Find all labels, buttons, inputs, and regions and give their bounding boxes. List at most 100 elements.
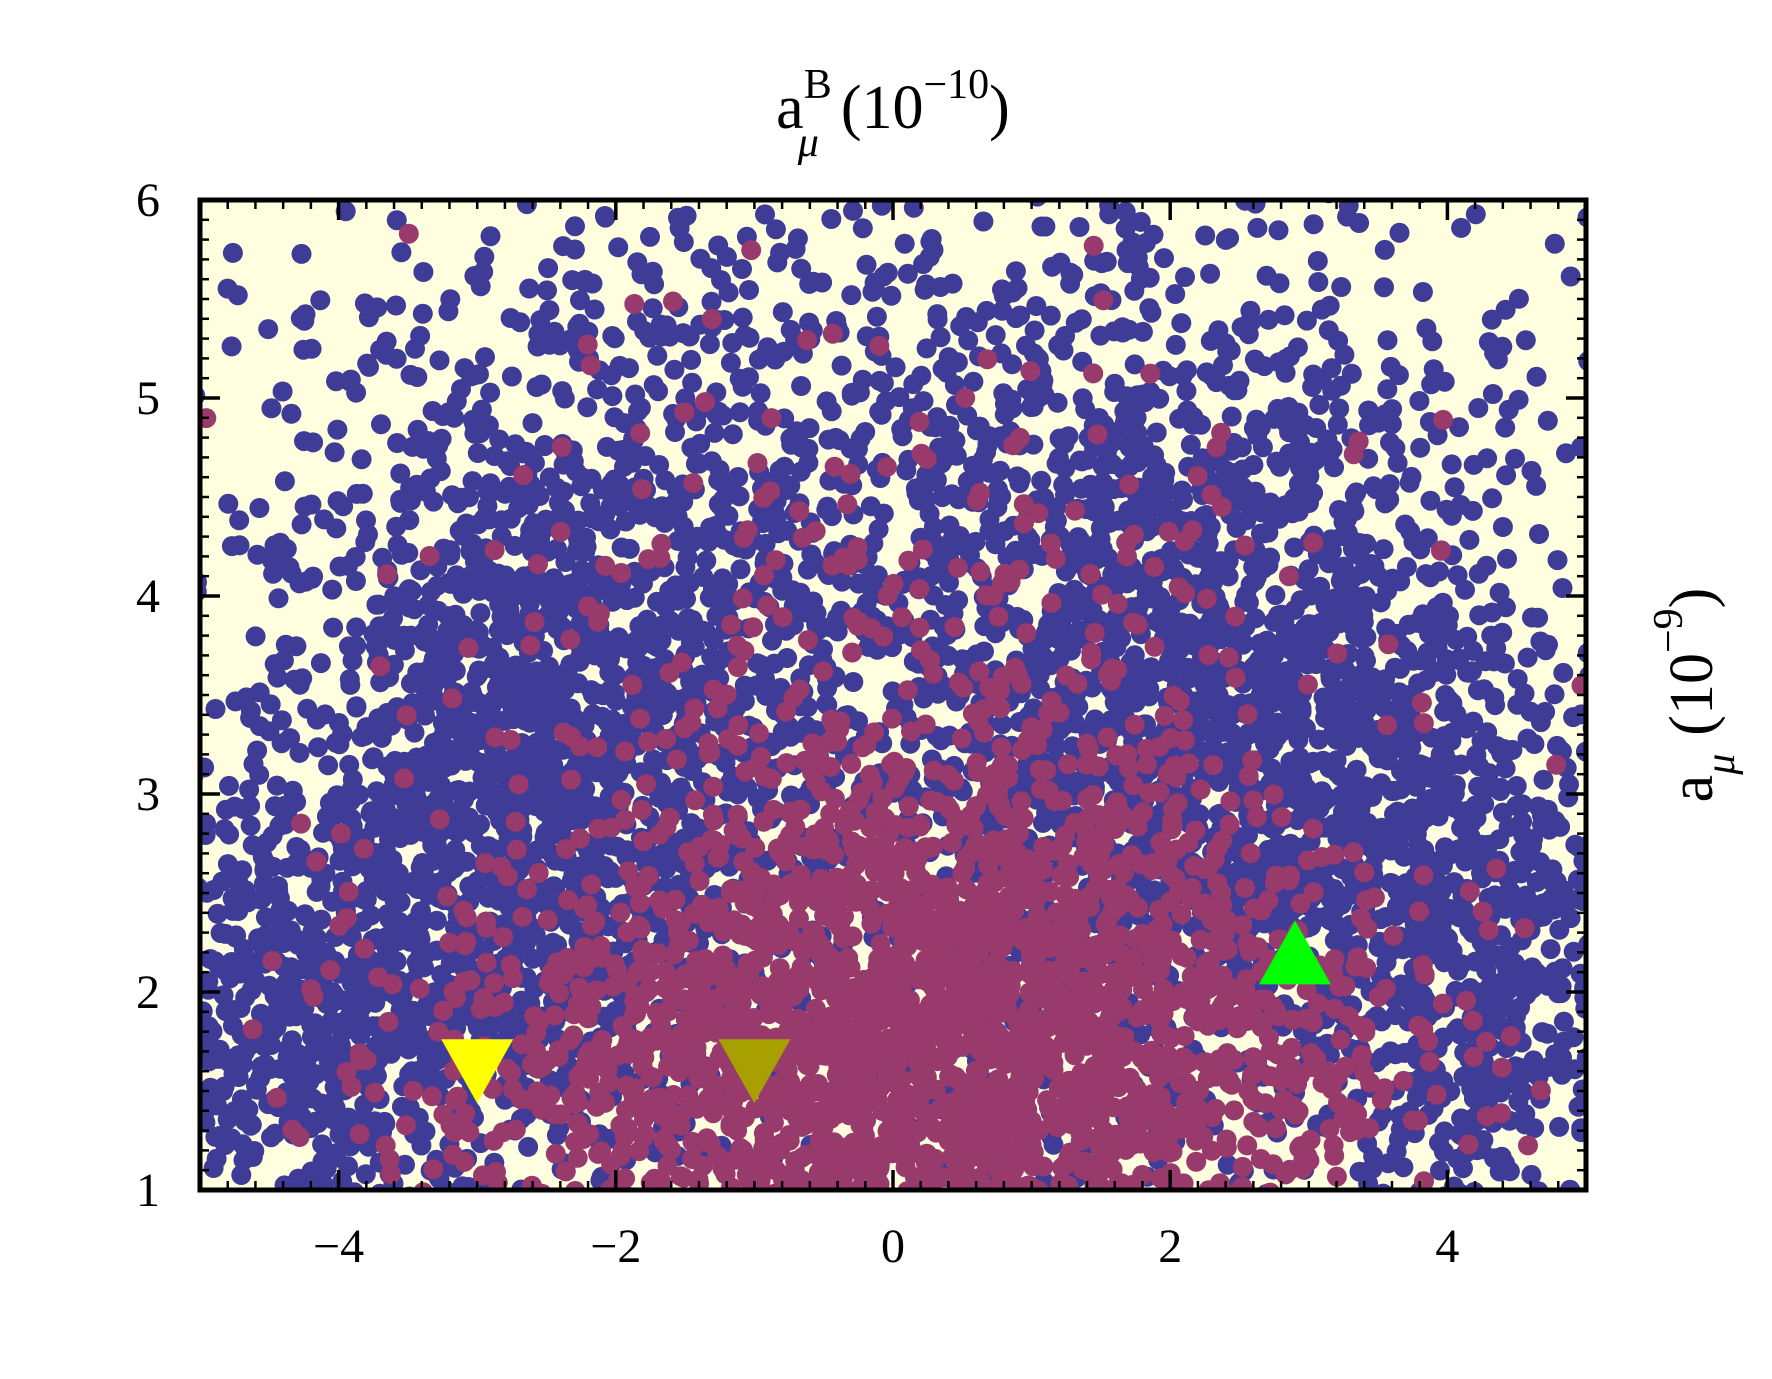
scatter-point <box>1550 816 1571 837</box>
scatter-point <box>468 664 489 685</box>
scatter-point <box>428 200 435 201</box>
scatter-point <box>294 496 315 517</box>
scatter-point <box>1495 758 1516 779</box>
scatter-point <box>732 173 752 193</box>
scatter-point <box>445 660 466 681</box>
scatter-point <box>867 565 888 586</box>
scatter-point <box>371 414 391 435</box>
scatter-point <box>217 278 238 299</box>
scatter-point <box>580 493 601 514</box>
scatter-point <box>1046 736 1067 757</box>
scatter-point <box>221 1128 242 1149</box>
scatter-point <box>1432 854 1452 875</box>
scatter-point <box>569 651 590 672</box>
scatter-point <box>282 1030 302 1051</box>
scatter-point <box>1010 305 1031 326</box>
scatter-point <box>386 210 407 231</box>
scatter-point <box>356 510 376 531</box>
scatter-point <box>1429 772 1449 793</box>
scatter-point <box>1549 919 1570 940</box>
scatter-point <box>1468 776 1489 797</box>
scatter-point <box>1500 881 1521 902</box>
scatter-point <box>346 617 367 638</box>
scatter-point <box>816 499 837 520</box>
scatter-point <box>813 639 833 660</box>
scatter-point <box>1526 366 1547 387</box>
scatter-point <box>1441 505 1462 526</box>
scatter-point <box>1489 582 1510 603</box>
scatter-point <box>386 516 407 537</box>
scatter-point <box>215 799 236 820</box>
scatter-point <box>346 992 367 1013</box>
scatter-point <box>903 200 924 218</box>
scatter-point <box>1471 730 1492 751</box>
scatter-point <box>1245 571 1266 591</box>
scatter-point <box>1465 204 1486 225</box>
scatter-point <box>681 349 702 370</box>
scatter-point <box>1031 470 1052 491</box>
scatter-point <box>222 1015 243 1036</box>
scatter-point <box>599 662 620 683</box>
scatter-point <box>229 535 250 556</box>
scatter-point <box>902 172 922 192</box>
scatter-point <box>282 780 303 801</box>
scatter-point <box>1247 217 1268 238</box>
scatter-point <box>1338 200 1359 216</box>
scatter-point <box>1190 715 1211 736</box>
scatter-point <box>338 1156 358 1177</box>
scatter-point <box>399 579 420 600</box>
scatter-point <box>1468 398 1489 418</box>
scatter-point <box>415 1121 436 1142</box>
scatter-point <box>1532 1022 1553 1043</box>
scatter-point <box>1329 500 1349 520</box>
scatter-point <box>345 547 366 567</box>
scatter-point <box>1589 763 1609 783</box>
scatter-point <box>581 680 602 701</box>
scatter-point <box>326 371 346 392</box>
scatter-point <box>221 336 242 357</box>
scatter-point <box>1162 504 1183 525</box>
scatter-point <box>259 975 280 996</box>
scatter-point <box>885 357 906 378</box>
scatter-point <box>1169 639 1190 660</box>
scatter-point <box>1396 873 1417 894</box>
scatter-point <box>1553 1031 1574 1052</box>
scatter-point <box>1368 677 1388 697</box>
scatter-point <box>1542 1191 1562 1211</box>
scatter-point <box>1423 618 1444 639</box>
scatter-point <box>1528 607 1549 628</box>
scatter-point <box>1467 680 1488 701</box>
scatter-point <box>447 493 468 514</box>
scatter-point <box>1484 687 1505 708</box>
scatter-point <box>1365 845 1386 865</box>
scatter-point <box>942 273 963 294</box>
scatter-point <box>268 588 289 609</box>
scatter-point <box>291 243 312 264</box>
scatter-point <box>1159 366 1180 387</box>
scatter-point <box>1069 217 1090 237</box>
scatter-point <box>1494 898 1515 919</box>
scatter-point <box>275 634 296 655</box>
scatter-point <box>894 233 915 254</box>
scatter-point <box>1376 952 1397 973</box>
scatter-point <box>1496 953 1517 974</box>
scatter-point <box>1529 524 1549 544</box>
scatter-point <box>1115 218 1136 239</box>
scatter-point <box>1412 604 1433 625</box>
scatter-point <box>866 306 887 327</box>
scatter-point <box>777 648 798 668</box>
scatter-point <box>266 775 287 796</box>
scatter-point <box>408 957 429 978</box>
scatter-point <box>1263 733 1284 753</box>
scatter-point <box>1427 1197 1447 1217</box>
scatter-point <box>1023 388 1044 409</box>
scatter-point <box>516 200 537 215</box>
scatter-point <box>730 402 750 423</box>
scatter-point <box>301 1015 322 1035</box>
scatter-point <box>404 599 425 620</box>
scatter-point <box>1221 406 1242 427</box>
scatter-point <box>407 419 428 440</box>
scatter-point <box>963 371 984 392</box>
scatter-point <box>762 630 782 651</box>
scatter-point <box>322 579 343 600</box>
